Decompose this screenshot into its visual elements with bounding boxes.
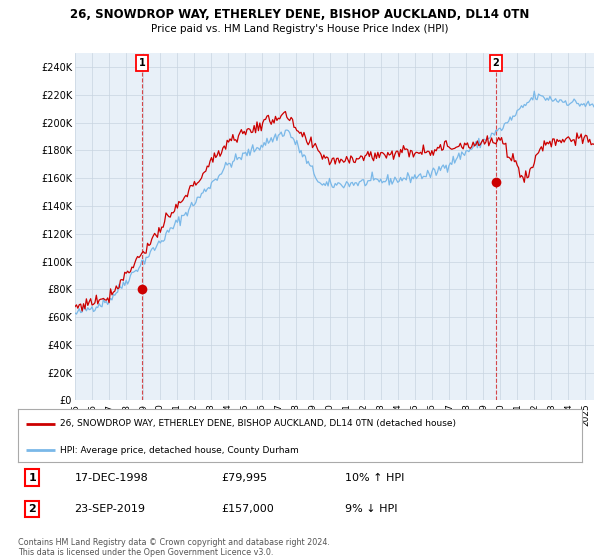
Text: 23-SEP-2019: 23-SEP-2019 (74, 504, 145, 514)
Text: 1: 1 (139, 58, 146, 68)
Text: 2: 2 (28, 504, 36, 514)
Text: £79,995: £79,995 (221, 473, 267, 483)
Text: 26, SNOWDROP WAY, ETHERLEY DENE, BISHOP AUCKLAND, DL14 0TN: 26, SNOWDROP WAY, ETHERLEY DENE, BISHOP … (70, 8, 530, 21)
Text: 17-DEC-1998: 17-DEC-1998 (74, 473, 148, 483)
Text: 2: 2 (492, 58, 499, 68)
Text: HPI: Average price, detached house, County Durham: HPI: Average price, detached house, Coun… (60, 446, 299, 455)
Text: Contains HM Land Registry data © Crown copyright and database right 2024.
This d: Contains HM Land Registry data © Crown c… (18, 538, 330, 557)
Text: £157,000: £157,000 (221, 504, 274, 514)
Text: 26, SNOWDROP WAY, ETHERLEY DENE, BISHOP AUCKLAND, DL14 0TN (detached house): 26, SNOWDROP WAY, ETHERLEY DENE, BISHOP … (60, 419, 457, 428)
Text: 1: 1 (28, 473, 36, 483)
Text: 10% ↑ HPI: 10% ↑ HPI (345, 473, 404, 483)
Text: Price paid vs. HM Land Registry's House Price Index (HPI): Price paid vs. HM Land Registry's House … (151, 24, 449, 34)
Text: 9% ↓ HPI: 9% ↓ HPI (345, 504, 398, 514)
